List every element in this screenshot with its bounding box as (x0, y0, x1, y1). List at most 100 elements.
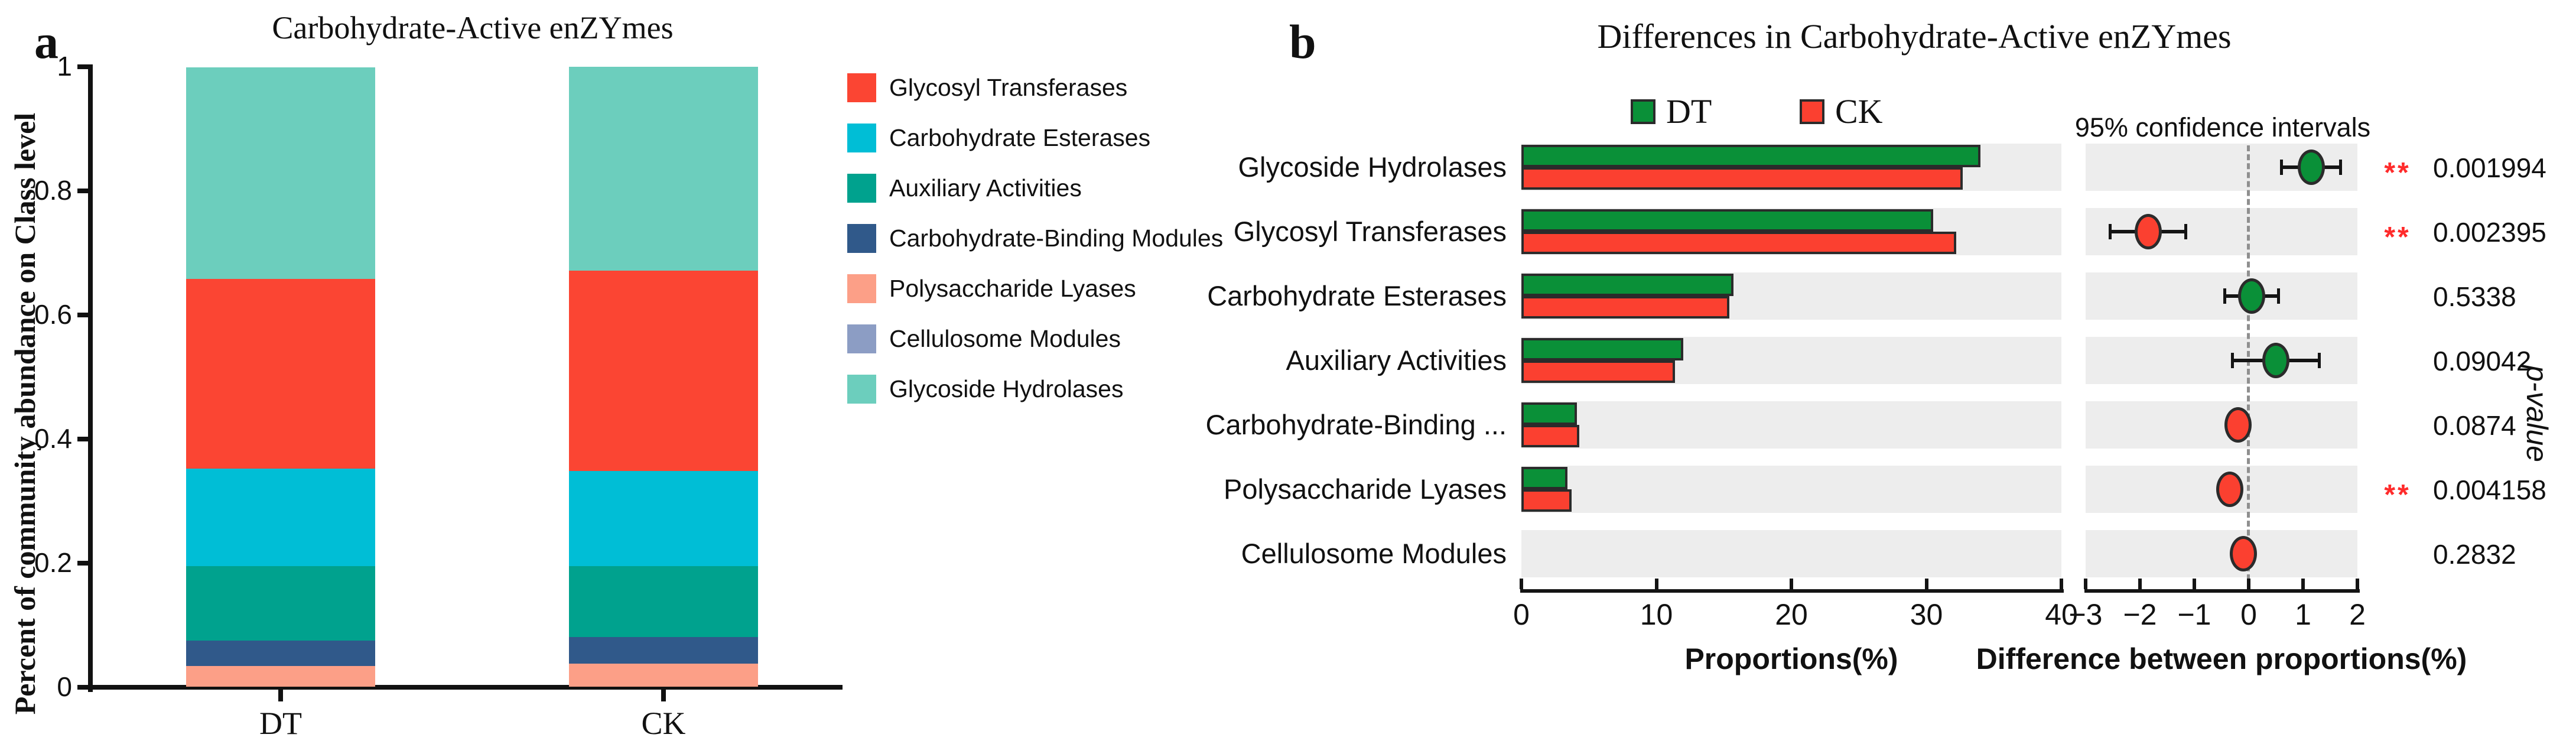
legend-swatch-ck (1800, 99, 1824, 124)
row-band-difference (2086, 401, 2357, 449)
dt-proportion-bar (1521, 209, 1933, 232)
proportions-axis-tick (1790, 579, 1793, 589)
difference-tick-label: −2 (2123, 598, 2157, 631)
proportions-tick-label: 0 (1513, 598, 1530, 631)
row-band-difference (2086, 530, 2357, 577)
ci-error-cap-right (2276, 288, 2280, 304)
p-value: 0.09042 (2433, 346, 2532, 376)
legend-label: Glycoside Hydrolases (889, 375, 1124, 402)
proportions-tick-label: 40 (2045, 598, 2078, 631)
row-label: Cellulosome Modules (1241, 538, 1507, 569)
difference-axis-tick (2247, 579, 2250, 589)
y-tick-label: 1 (57, 51, 72, 82)
ck-proportion-bar (1521, 360, 1676, 383)
category-label: CK (641, 706, 686, 741)
legend-swatch-carbohydrate-binding-modules (847, 224, 876, 253)
ck-proportion-bar (1521, 232, 1956, 254)
row-label: Carbohydrate Esterases (1207, 280, 1507, 311)
y-axis-tick (77, 437, 90, 441)
ci-error-cap-right (2184, 224, 2188, 239)
stack-segment-glycosyl-transferases (569, 270, 758, 471)
significance-marker: ** (2384, 222, 2411, 253)
legend-swatch-glycoside-hydrolases (847, 375, 876, 404)
p-value-axis-label: p-value (2520, 365, 2554, 462)
legend-swatch-cellulosome-modules (847, 324, 876, 353)
stack-segment-auxiliary-activities (186, 566, 375, 641)
y-axis-tick (77, 685, 90, 690)
row-band-difference (2086, 272, 2357, 320)
ci-mean-dot (2237, 278, 2265, 314)
legend-label: Polysaccharide Lyases (889, 275, 1136, 302)
row-band-proportions (1521, 401, 2061, 449)
ci-mean-dot (2297, 150, 2325, 185)
row-label: Auxiliary Activities (1286, 345, 1507, 376)
dt-proportion-bar (1521, 402, 1577, 425)
stack-segment-glycosyl-transferases (186, 278, 375, 469)
legend-label: Auxiliary Activities (889, 174, 1082, 202)
row-label: Carbohydrate-Binding ... (1205, 409, 1507, 440)
proportions-axis-title: Proportions(%) (1684, 642, 1898, 675)
stack-segment-glycoside-hydrolases (569, 67, 758, 271)
row-label: Glycoside Hydrolases (1238, 151, 1507, 183)
dt-proportion-bar (1521, 467, 1567, 489)
proportions-axis-line (1520, 589, 2064, 593)
difference-axis-title: Difference between proportions(%) (1976, 642, 2467, 675)
difference-tick-label: −1 (2177, 598, 2211, 631)
ck-proportion-bar (1521, 425, 1580, 447)
panel-a-title: Carbohydrate-Active enZYmes (272, 10, 674, 46)
proportions-axis-tick (1654, 579, 1658, 589)
stack-segment-glycoside-hydrolases (186, 67, 375, 279)
proportions-axis-tick (1924, 579, 1928, 589)
stack-segment-polysaccharide-lyases (569, 664, 758, 687)
ci-error-cap-left (2109, 224, 2112, 239)
legend-item: Cellulosome Modules (847, 324, 1249, 353)
legend-label: Carbohydrate Esterases (889, 124, 1151, 151)
significance-marker: ** (2384, 479, 2411, 511)
p-value: 0.5338 (2433, 281, 2516, 312)
stack-segment-carbohydrate-binding-modules (186, 640, 375, 666)
y-tick-label: 0.4 (34, 423, 72, 454)
p-value: 0.0874 (2433, 410, 2516, 441)
row-band-proportions (1521, 530, 2061, 577)
row-band-proportions (1521, 466, 2061, 513)
legend-label: DT (1666, 92, 1712, 131)
proportions-axis-tick (2060, 579, 2063, 589)
proportions-axis-tick (1520, 579, 1523, 589)
legend-swatch-polysaccharide-lyases (847, 274, 876, 303)
legend-label: Glycosyl Transferases (889, 74, 1128, 101)
legend-item: Carbohydrate Esterases (847, 124, 1249, 152)
y-axis-tick (77, 189, 90, 193)
legend-swatch-auxiliary-activities (847, 174, 876, 203)
difference-tick-label: −3 (2068, 598, 2103, 631)
legend-item: DT (1631, 95, 1772, 129)
legend-label: CK (1835, 92, 1883, 131)
difference-axis-tick (2301, 579, 2305, 589)
y-axis-tick (77, 561, 90, 566)
ci-error-cap-right (2339, 160, 2343, 175)
stack-segment-carbohydrate-binding-modules (569, 637, 758, 664)
p-value: 0.2832 (2433, 539, 2516, 570)
proportions-tick-label: 10 (1640, 598, 1673, 631)
legend-swatch-carbohydrate-esterases (847, 124, 876, 152)
y-tick-label: 0.8 (34, 175, 72, 206)
difference-tick-label: 0 (2240, 598, 2257, 631)
ci-mean-dot (2229, 536, 2257, 571)
difference-axis-tick (2084, 579, 2087, 589)
p-value: 0.004158 (2433, 475, 2546, 505)
legend-item: Auxiliary Activities (847, 174, 1249, 203)
x-axis-tick (278, 690, 283, 701)
y-axis-tick (77, 313, 90, 317)
y-tick-label: 0.2 (34, 547, 72, 578)
panel-b-label: b (1289, 15, 1316, 69)
difference-axis-line (2084, 589, 2360, 593)
stack-segment-polysaccharide-lyases (186, 665, 375, 687)
panel-b-title: Differences in Carbohydrate-Active enZYm… (1597, 17, 2232, 56)
ci-mean-dot (2224, 407, 2252, 443)
legend-swatch-glycosyl-transferases (847, 73, 876, 102)
p-value: 0.002395 (2433, 217, 2546, 248)
x-axis-line (88, 685, 843, 690)
y-axis-tick (77, 64, 90, 69)
stack-segment-carbohydrate-esterases (569, 470, 758, 567)
significance-marker: ** (2384, 157, 2411, 189)
